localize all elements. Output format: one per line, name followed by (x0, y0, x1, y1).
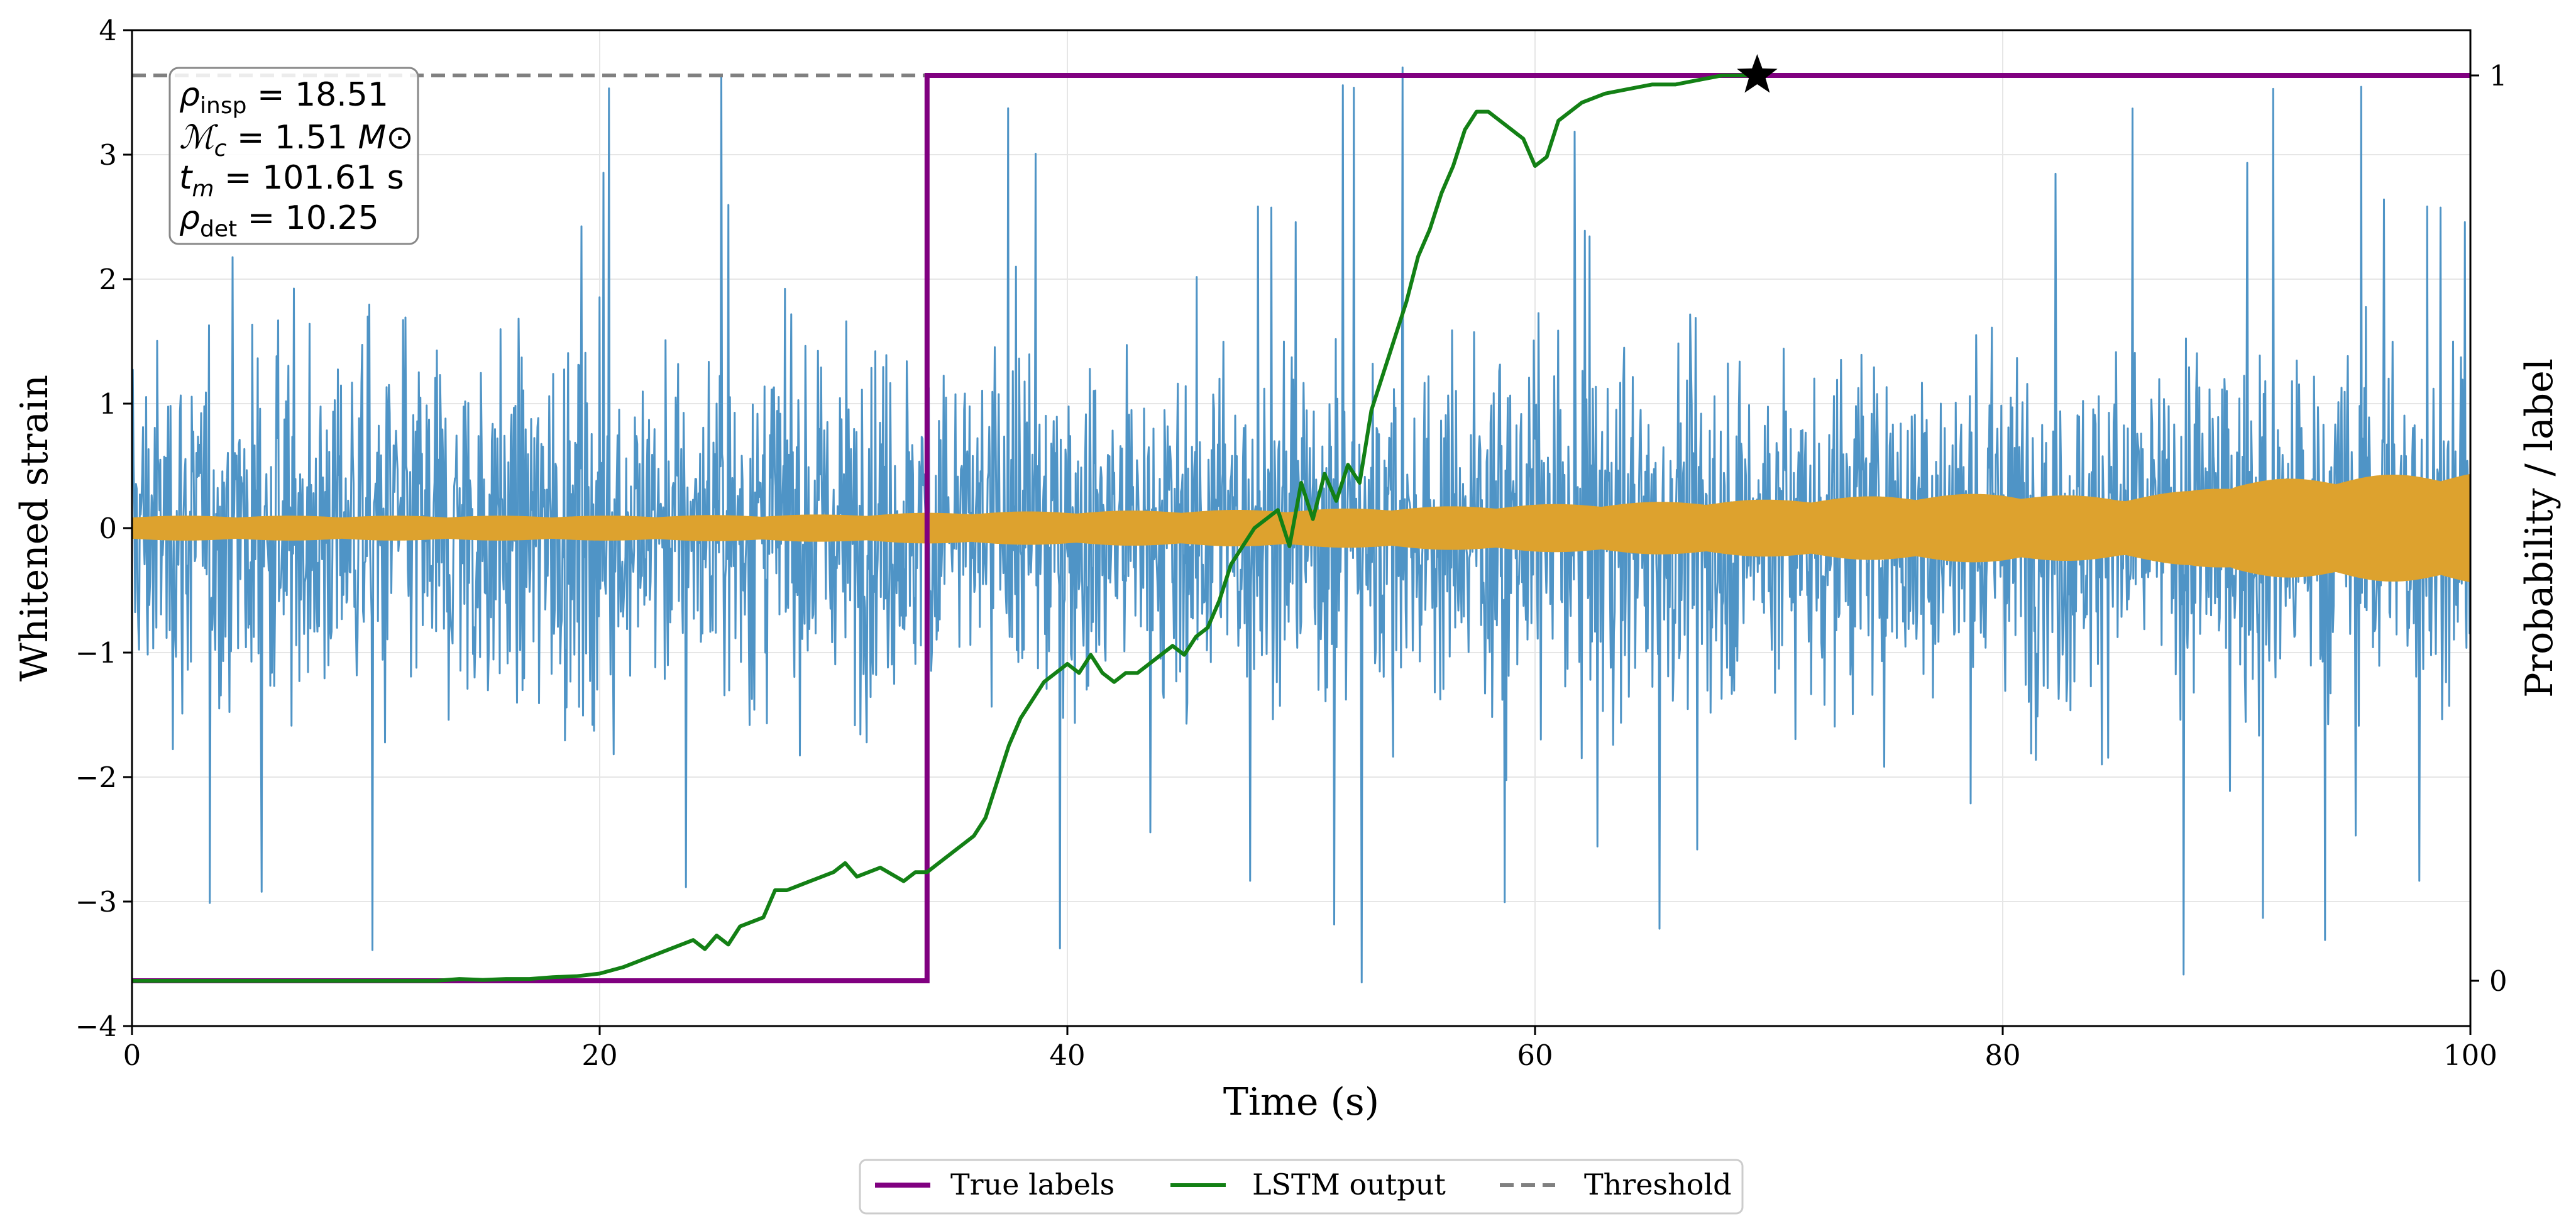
x-tick-label: 0 (123, 1039, 141, 1072)
y-tick-label: −2 (75, 761, 117, 794)
y-tick-label: 0 (99, 512, 117, 545)
y-tick-label: −1 (75, 636, 117, 670)
y2-tick-label: 1 (2489, 59, 2507, 92)
legend: True labels LSTM output Threshold (859, 1159, 1744, 1215)
x-tick-label: 20 (581, 1039, 617, 1072)
lstm-output-line (132, 74, 1758, 983)
x-axis-label: Time (s) (1223, 1080, 1379, 1124)
y-tick-label: 4 (99, 14, 117, 47)
x-tick-label: 60 (1517, 1039, 1553, 1072)
detection-star-marker (1737, 54, 1778, 93)
y-tick-label: −4 (75, 1010, 117, 1043)
y2-axis-ticks: 10 (2470, 59, 2507, 998)
injected-signal-series (132, 473, 2470, 582)
merger-time-annotation: tm = 101.61 s (179, 159, 404, 202)
parameter-annotation-box: ρinsp = 18.51 ℳc = 1.51 M⊙ tm = 101.61 s… (168, 67, 419, 245)
y-tick-label: 1 (99, 387, 117, 421)
y2-axis-label: Probability / label (2518, 358, 2562, 698)
y-axis-label: Whitened strain (13, 375, 57, 682)
x-tick-label: 40 (1049, 1039, 1085, 1072)
y2-tick-label: 0 (2489, 964, 2507, 998)
x-tick-label: 80 (1984, 1039, 2020, 1072)
y-tick-label: −3 (75, 885, 117, 919)
rho-insp-annotation: ρinsp = 18.51 (179, 76, 388, 119)
chirp-mass-annotation: ℳc = 1.51 M⊙ (179, 119, 414, 162)
legend-label-threshold: Threshold (1584, 1168, 1732, 1201)
y-tick-label: 2 (99, 263, 117, 296)
legend-label-lstm-output: LSTM output (1252, 1168, 1446, 1201)
x-tick-label: 100 (2443, 1039, 2497, 1072)
x-axis-ticks: 0 20 40 60 80 100 (123, 1026, 2497, 1072)
legend-label-true-labels: True labels (950, 1168, 1115, 1201)
y-axis-ticks: 4 3 2 1 0 −1 −2 −3 −4 (75, 14, 132, 1043)
rho-det-annotation: ρdet = 10.25 (179, 199, 379, 242)
y-tick-label: 3 (99, 138, 117, 172)
